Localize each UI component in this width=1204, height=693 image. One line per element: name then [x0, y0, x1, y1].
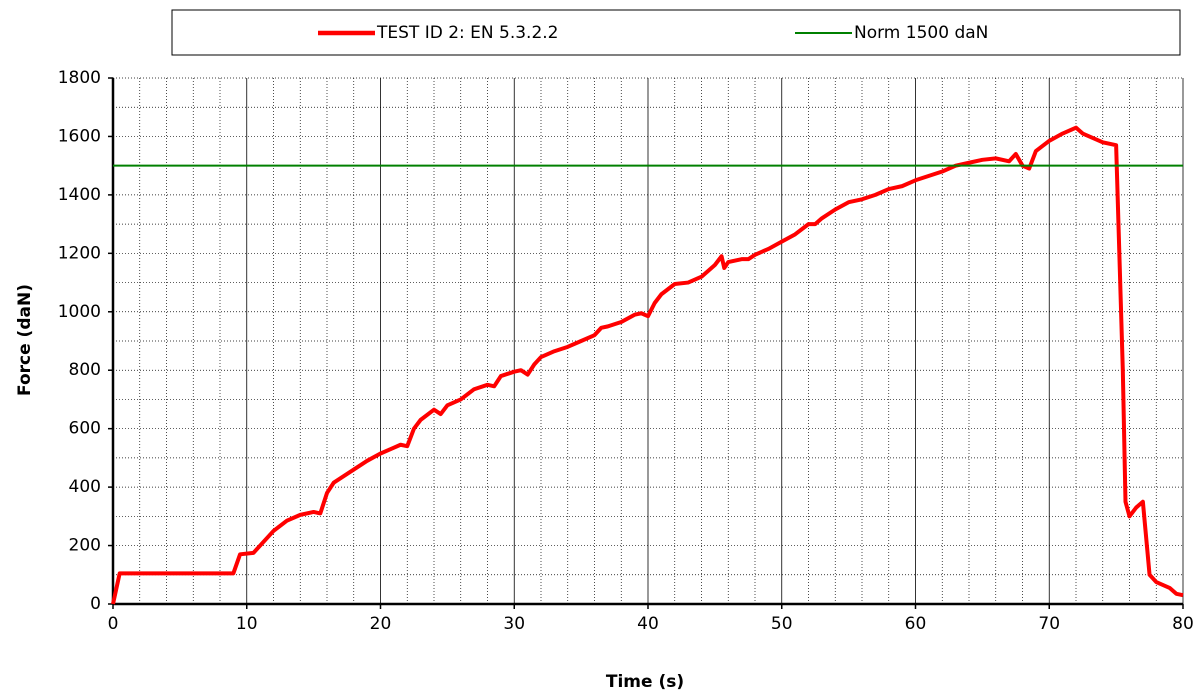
x-tick-label: 50	[771, 614, 793, 634]
y-tick-label: 1600	[58, 126, 101, 146]
y-tick-label: 600	[69, 419, 101, 439]
data-line	[111, 125, 1184, 605]
x-tick-label: 60	[905, 614, 927, 634]
x-tick-label: 30	[503, 614, 525, 634]
x-axis-label: Time (s)	[606, 672, 684, 692]
y-tick-label: 800	[69, 360, 101, 380]
x-tick-label: 80	[1172, 614, 1194, 634]
y-tick-label: 200	[69, 536, 101, 556]
y-tick-label: 1400	[58, 185, 101, 205]
y-tick-label: 1000	[58, 302, 101, 322]
y-tick-label: 1200	[58, 243, 101, 263]
y-tick-label: 0	[90, 594, 101, 614]
x-tick-label: 10	[236, 614, 258, 634]
y-axis-label: Force (daN)	[15, 284, 35, 396]
x-tick-label: 0	[108, 614, 119, 634]
legend-label: Norm 1500 daN	[854, 23, 988, 43]
x-tick-label: 70	[1038, 614, 1060, 634]
legend-label: TEST ID 2: EN 5.3.2.2	[376, 23, 559, 43]
y-tick-label: 1800	[58, 68, 101, 88]
x-tick-label: 20	[370, 614, 392, 634]
x-tick-label: 40	[637, 614, 659, 634]
y-tick-label: 400	[69, 477, 101, 497]
